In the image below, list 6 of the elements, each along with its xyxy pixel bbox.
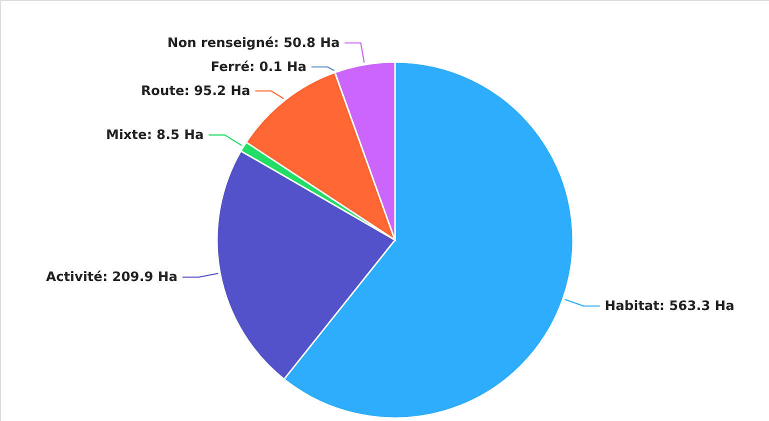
slice-label: Ferré: 0.1 Ha — [210, 60, 306, 75]
slice-label: Non renseigné: 50.8 Ha — [167, 36, 340, 51]
slice-label: Habitat: 563.3 Ha — [604, 299, 734, 314]
slice-label: Activité: 209.9 Ha — [46, 270, 178, 286]
slice-label: Mixte: 8.5 Ha — [106, 128, 204, 144]
slice-label: Route: 95.2 Ha — [141, 84, 250, 99]
